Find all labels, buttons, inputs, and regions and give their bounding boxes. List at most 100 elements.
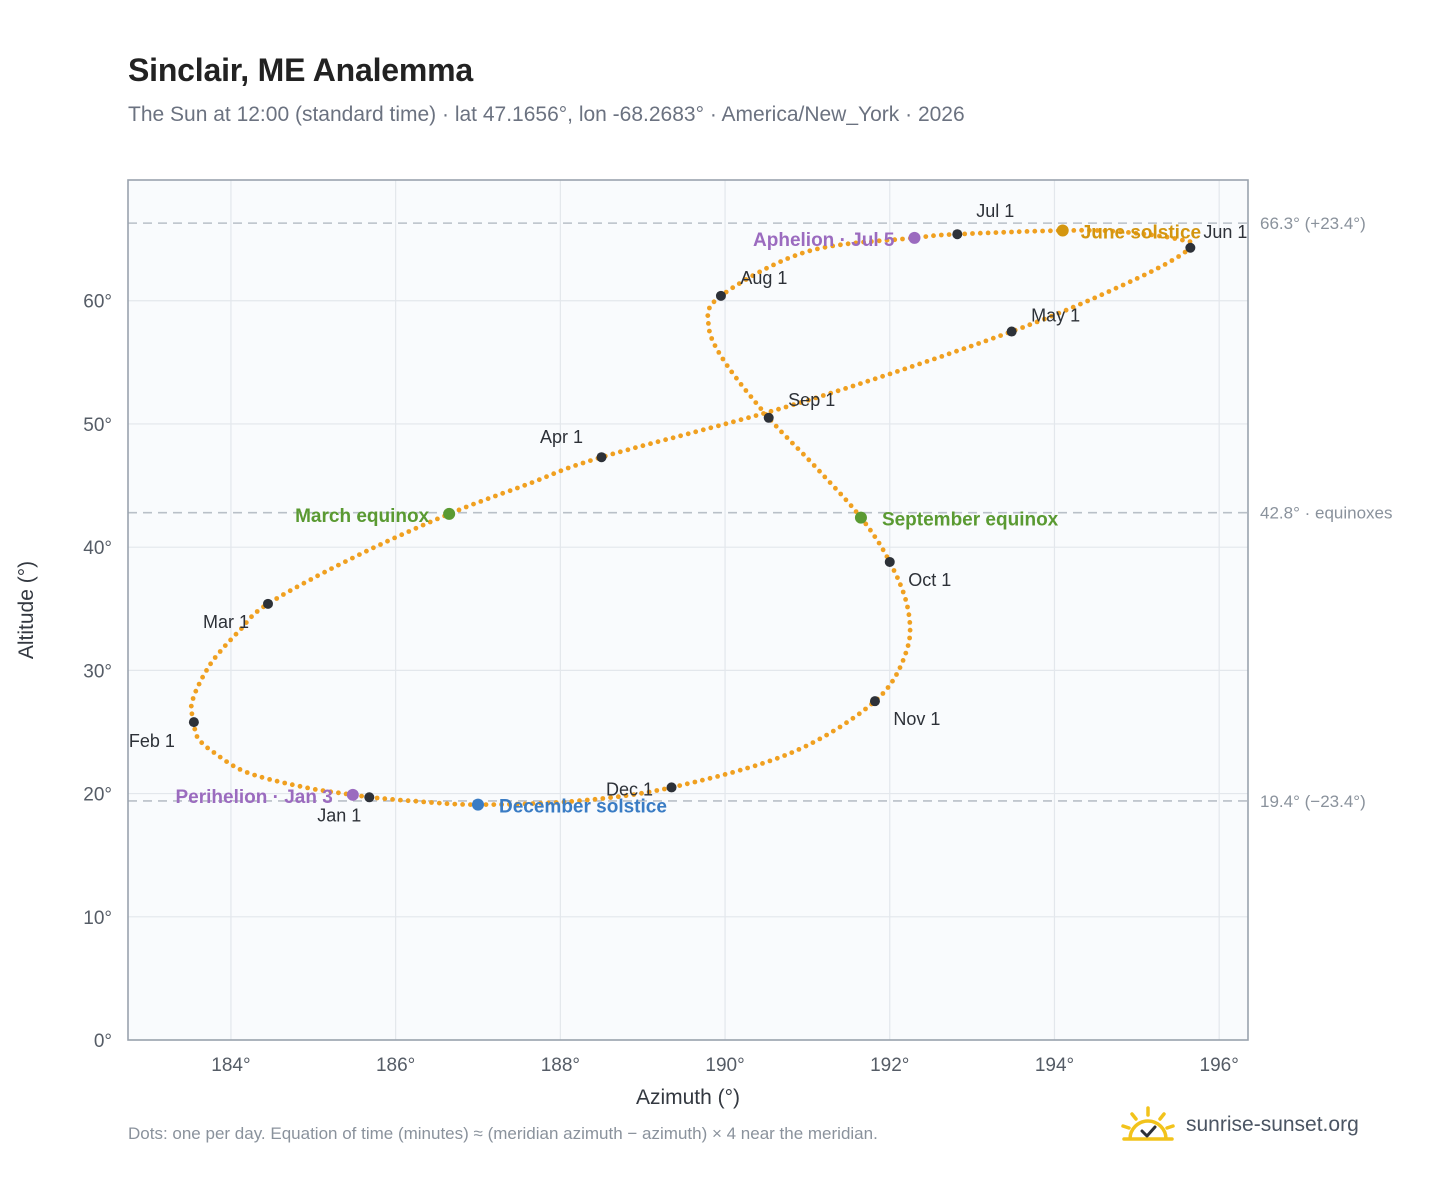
y-tick-label: 10° (83, 908, 112, 929)
chart-title: Sinclair, ME Analemma (128, 52, 473, 88)
event-marker-equinox (854, 511, 867, 524)
daily-sun-dot (962, 231, 968, 237)
daily-sun-dot (858, 381, 863, 386)
daily-sun-dot (799, 250, 805, 256)
daily-sun-dot (824, 732, 829, 738)
daily-sun-dot (610, 451, 616, 457)
daily-sun-dot (939, 354, 945, 359)
daily-sun-dot (297, 783, 303, 789)
daily-sun-dot (1085, 298, 1090, 304)
daily-sun-dot (895, 575, 900, 580)
daily-sun-dot (199, 740, 205, 746)
reference-line-label: 66.3° (+23.4°) (1260, 214, 1366, 233)
daily-sun-dot (789, 750, 795, 755)
daily-sun-dot (208, 661, 214, 667)
daily-sun-dot (776, 406, 781, 412)
daily-sun-dot (336, 790, 341, 796)
daily-sun-dot (806, 457, 812, 463)
daily-sun-dot (745, 765, 750, 771)
x-tick-label: 196° (1200, 1055, 1239, 1076)
daily-sun-dot (192, 726, 198, 732)
daily-sun-dot (705, 313, 711, 318)
x-tick-label: 190° (705, 1055, 744, 1076)
daily-sun-dot (670, 435, 676, 441)
daily-sun-dot (907, 635, 912, 641)
daily-sun-dot (700, 427, 706, 433)
daily-sun-dot (768, 408, 774, 414)
daily-sun-dot (970, 231, 975, 236)
daily-sun-dot (577, 798, 582, 804)
daily-sun-dot (429, 800, 434, 805)
daily-sun-dot (1133, 230, 1139, 236)
daily-sun-dot (588, 458, 593, 463)
daily-sun-dot (385, 538, 390, 544)
daily-sun-dot (946, 351, 952, 357)
daily-sun-dot (817, 468, 822, 474)
daily-sun-dot (708, 425, 714, 431)
daily-sun-dot (731, 419, 736, 425)
daily-sun-dot (252, 772, 257, 778)
daily-sun-dot (1009, 229, 1014, 235)
daily-sun-dot (743, 277, 749, 282)
daily-sun-dot (783, 404, 789, 410)
brand-logo[interactable]: sunrise-sunset.org (1120, 1100, 1359, 1150)
daily-sun-dot (1094, 228, 1100, 233)
daily-sun-dot (639, 790, 644, 796)
daily-sun-dot (1149, 232, 1154, 238)
month-marker (596, 452, 607, 463)
daily-sun-dot (294, 584, 300, 590)
month-marker (1185, 242, 1196, 253)
daily-sun-dot (1016, 229, 1022, 235)
daily-sun-dot (188, 703, 194, 709)
daily-sun-dot (530, 801, 536, 806)
event-marker-june-solstice (1056, 224, 1069, 237)
daily-sun-dot (711, 299, 717, 305)
month-label: Sep 1 (788, 390, 835, 410)
daily-sun-dot (1118, 229, 1123, 235)
daily-sun-dot (715, 774, 720, 779)
daily-sun-dot (1099, 292, 1105, 298)
daily-sun-dot (861, 239, 866, 245)
daily-sun-dot (954, 348, 959, 354)
daily-sun-dot (760, 761, 765, 766)
daily-sun-dot (730, 770, 735, 775)
daily-sun-dot (205, 745, 211, 751)
daily-sun-dot (421, 799, 427, 805)
daily-sun-dot (274, 778, 280, 784)
x-tick-label: 192° (870, 1055, 909, 1076)
month-marker (763, 412, 774, 423)
daily-sun-dot (993, 230, 999, 236)
daily-sun-dot (830, 243, 836, 249)
daily-sun-dot (194, 734, 200, 739)
daily-sun-dot (938, 232, 944, 238)
daily-sun-dot (1141, 272, 1147, 278)
daily-sun-dot (254, 609, 260, 614)
daily-sun-dot (850, 715, 856, 721)
daily-sun-dot (662, 786, 667, 792)
daily-sun-dot (844, 720, 849, 726)
daily-sun-dot (892, 237, 898, 243)
brand-name: sunrise-sunset.org (1186, 1113, 1359, 1136)
daily-sun-dot (406, 529, 412, 534)
daily-sun-dot (753, 400, 759, 405)
daily-sun-dot (897, 665, 903, 670)
x-tick-label: 194° (1035, 1055, 1074, 1076)
daily-sun-dot (478, 499, 484, 504)
y-tick-label: 40° (83, 538, 112, 559)
x-tick-label: 188° (541, 1055, 580, 1076)
daily-sun-dot (405, 798, 411, 804)
daily-sun-dot (833, 485, 838, 491)
daily-sun-dot (853, 509, 859, 514)
reference-line-label: 19.4° (−23.4°) (1260, 792, 1366, 811)
daily-sun-dot (868, 527, 873, 533)
daily-sun-dot (767, 758, 773, 764)
daily-sun-dot (243, 620, 249, 625)
event-marker-december-solstice (472, 798, 484, 811)
daily-sun-dot (843, 386, 848, 391)
daily-sun-dot (382, 796, 388, 802)
daily-sun-dot (968, 343, 974, 349)
daily-sun-dot (544, 474, 549, 480)
plot-area (128, 180, 1248, 1040)
daily-sun-dot (312, 787, 318, 792)
daily-sun-dot (623, 793, 629, 799)
